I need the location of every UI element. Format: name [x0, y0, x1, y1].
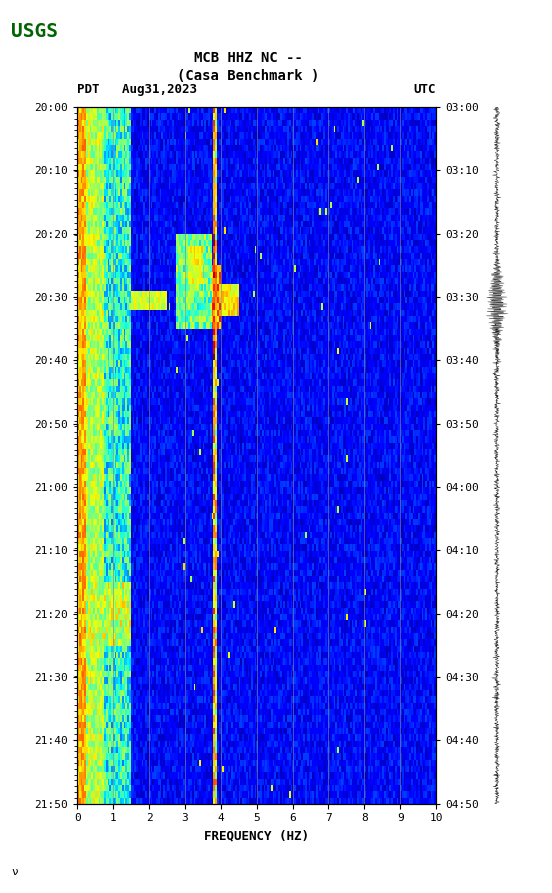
Text: PDT   Aug31,2023: PDT Aug31,2023 — [77, 83, 197, 96]
Text: UTC: UTC — [413, 83, 436, 96]
Text: $\mathregular{\nu}$: $\mathregular{\nu}$ — [11, 867, 19, 877]
X-axis label: FREQUENCY (HZ): FREQUENCY (HZ) — [204, 829, 309, 842]
Text: (Casa Benchmark ): (Casa Benchmark ) — [177, 69, 320, 83]
Text: MCB HHZ NC --: MCB HHZ NC -- — [194, 51, 303, 65]
Text: USGS: USGS — [11, 22, 58, 41]
